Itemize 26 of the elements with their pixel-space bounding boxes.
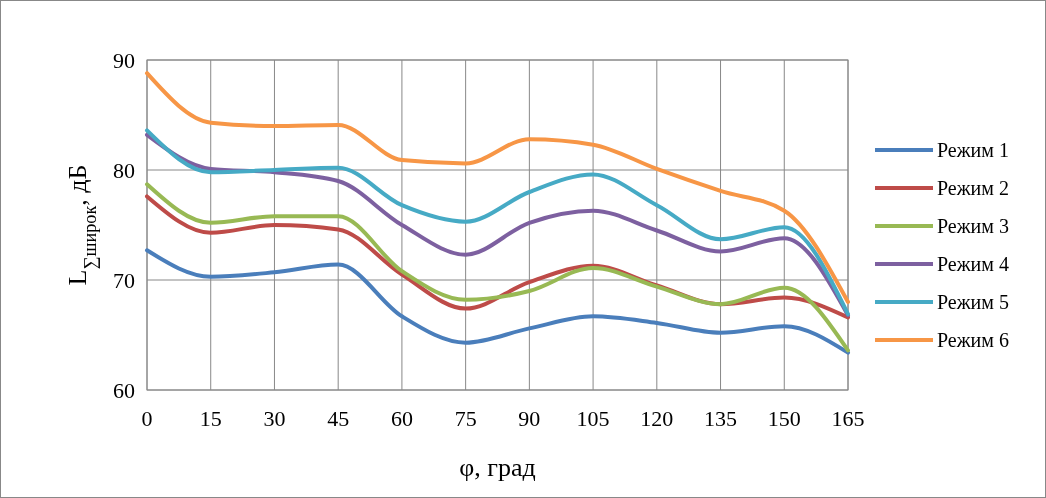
legend-label: Режим 2 (937, 177, 1009, 199)
y-tick-label: 90 (113, 47, 135, 73)
x-tick-label: 120 (640, 406, 674, 431)
x-tick-label: 30 (263, 406, 286, 431)
x-tick-label: 75 (454, 406, 477, 431)
x-axis-title: φ, град (459, 453, 536, 482)
legend-label: Режим 5 (937, 291, 1009, 313)
x-tick-label: 150 (767, 406, 801, 431)
line-series (145, 182, 850, 353)
x-tick-label: 105 (576, 406, 610, 431)
x-tick-label: 165 (831, 406, 865, 431)
legend-label: Режим 3 (937, 215, 1009, 237)
legend-label: Режим 1 (937, 139, 1009, 161)
x-tick-label: 60 (390, 406, 413, 431)
line-series (145, 248, 850, 355)
x-tick-label: 0 (141, 406, 153, 431)
y-tick-label: 60 (113, 377, 135, 403)
x-tick-label: 15 (199, 406, 222, 431)
y-tick-label: 70 (113, 267, 135, 293)
line-series (145, 71, 850, 304)
legend-label: Режим 6 (937, 329, 1009, 351)
x-tick-label: 90 (518, 406, 541, 431)
legend-label: Режим 4 (937, 253, 1009, 275)
x-tick-label: 135 (704, 406, 738, 431)
y-tick-label: 80 (113, 157, 135, 183)
x-tick-label: 45 (327, 406, 350, 431)
